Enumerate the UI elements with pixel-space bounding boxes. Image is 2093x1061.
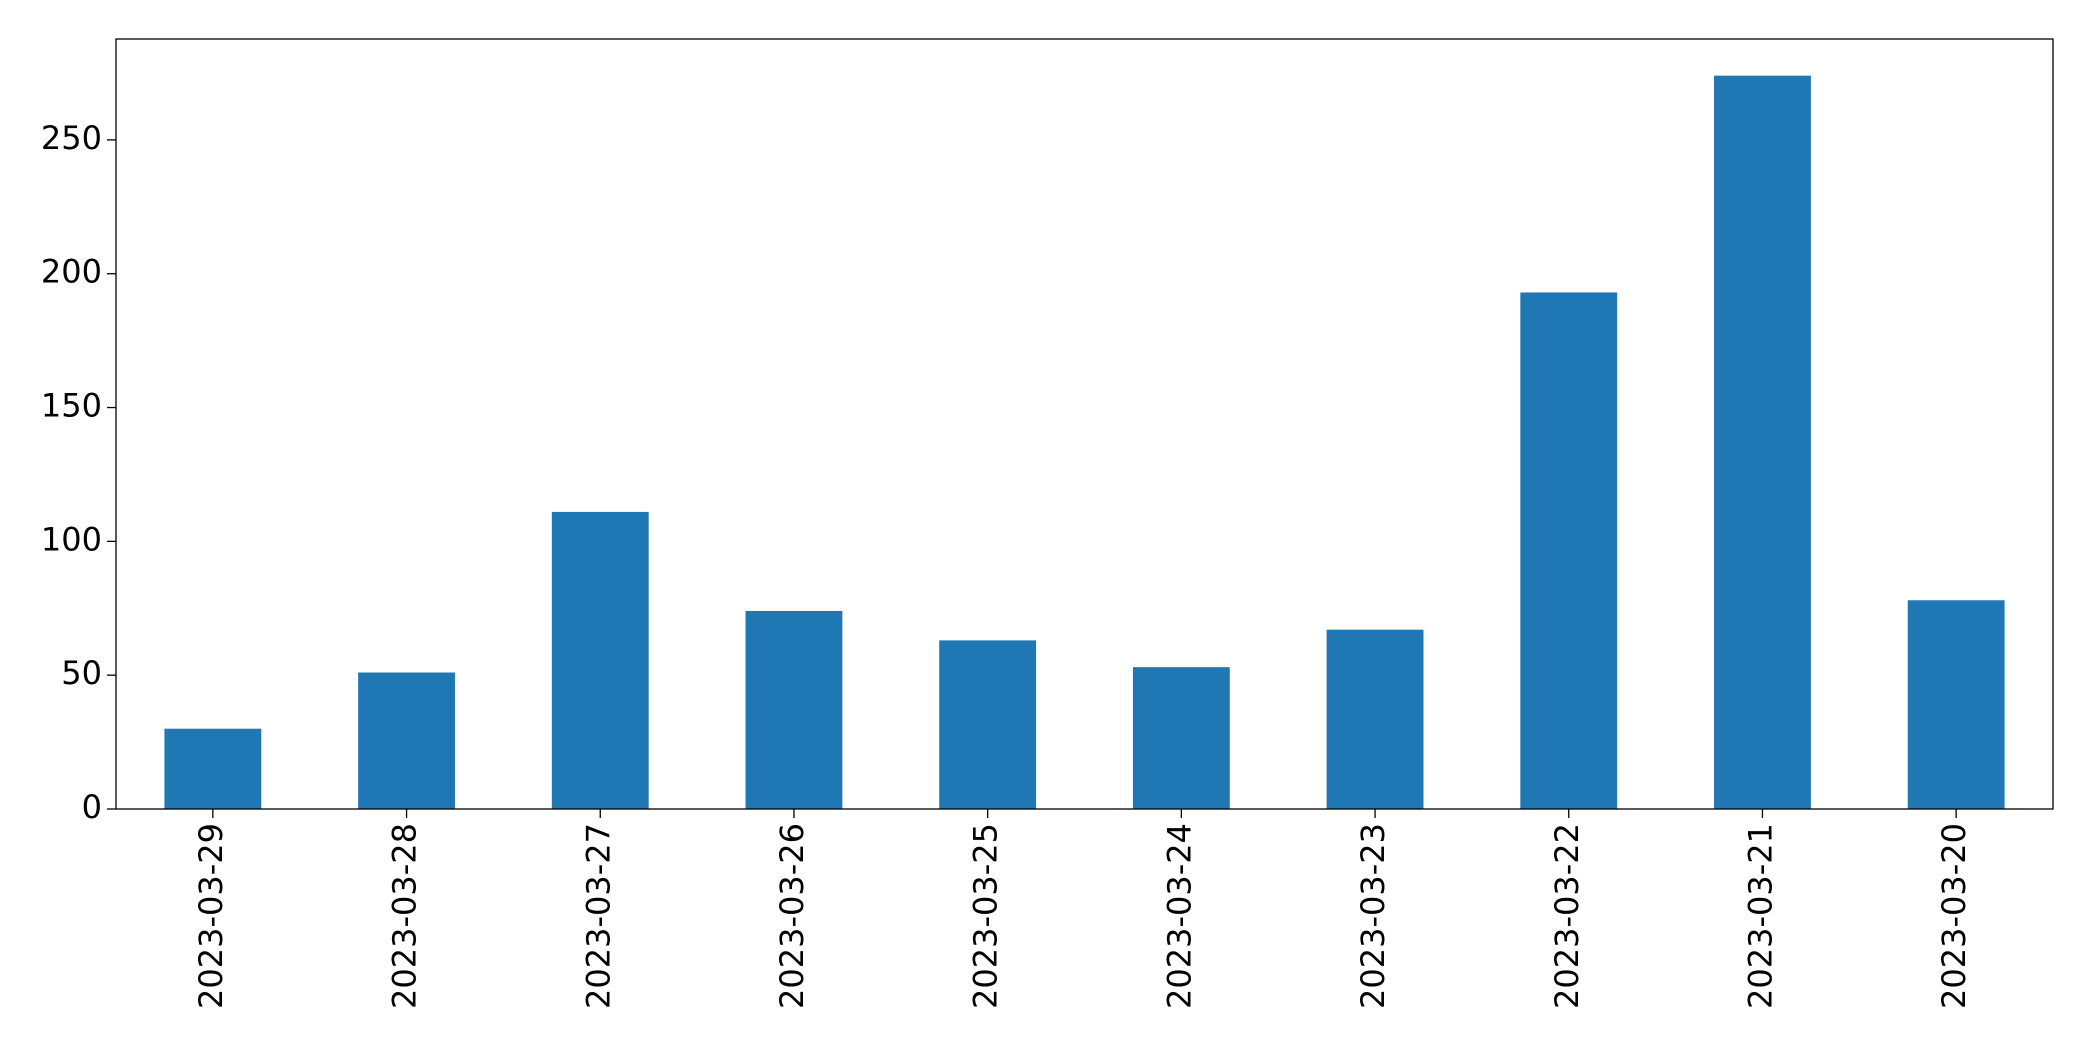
bar — [939, 640, 1037, 809]
y-tick-label: 200 — [41, 253, 102, 291]
bar — [1907, 600, 2005, 809]
y-tick-label: 150 — [41, 387, 102, 425]
bar — [1520, 292, 1618, 810]
y-tick-label: 50 — [61, 654, 102, 692]
bar — [1132, 667, 1230, 809]
y-tick-label: 100 — [41, 520, 102, 558]
x-tick-label: 2023-03-26 — [773, 823, 811, 1009]
x-tick-label: 2023-03-20 — [1935, 823, 1973, 1009]
x-tick-label: 2023-03-22 — [1548, 823, 1586, 1009]
x-tick-label: 2023-03-24 — [1160, 823, 1198, 1009]
bar — [551, 511, 649, 809]
x-tick-label: 2023-03-29 — [192, 823, 230, 1009]
x-tick-label: 2023-03-28 — [386, 823, 424, 1009]
bar — [745, 610, 843, 809]
x-tick-label: 2023-03-27 — [579, 823, 617, 1009]
y-tick-label: 0 — [82, 788, 102, 826]
y-tick-label: 250 — [41, 119, 102, 157]
bar — [1714, 75, 1811, 809]
bar — [1326, 629, 1424, 809]
plot-frame — [115, 38, 2054, 810]
bar — [358, 672, 455, 809]
x-tick-label: 2023-03-25 — [967, 823, 1005, 1009]
bar — [164, 728, 262, 809]
x-tick-label: 2023-03-21 — [1741, 823, 1779, 1009]
x-tick-label: 2023-03-23 — [1354, 823, 1392, 1009]
